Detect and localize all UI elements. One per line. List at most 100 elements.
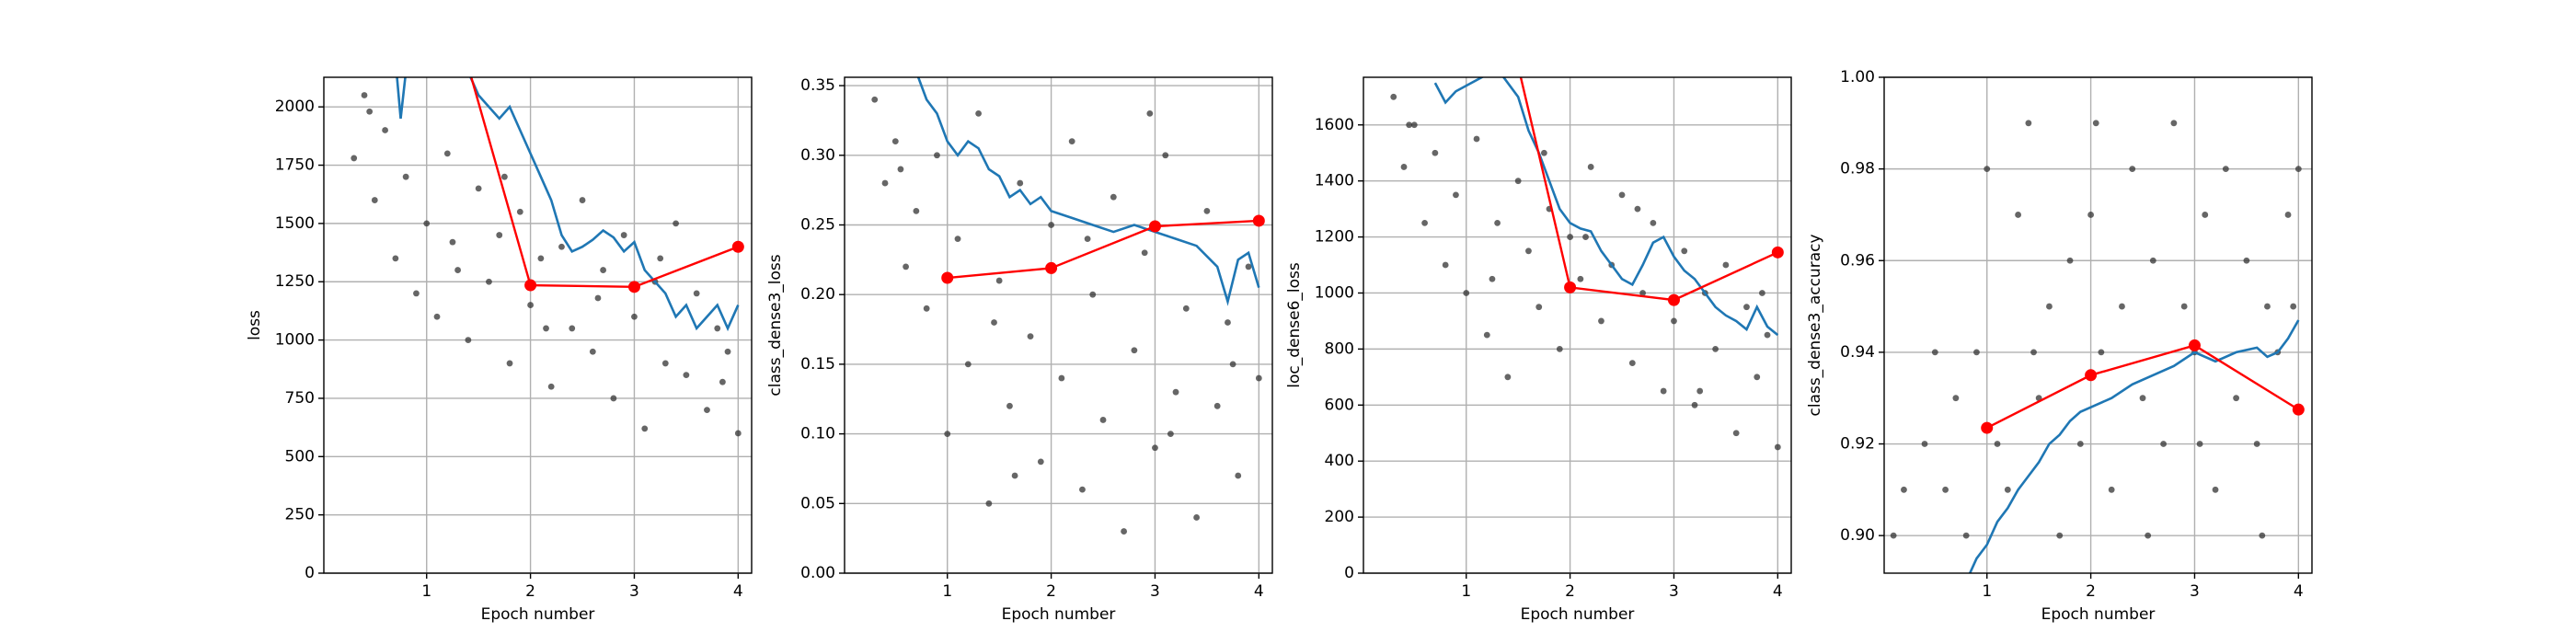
scatter-point bbox=[1577, 275, 1584, 282]
x-tick-label: 2 bbox=[1565, 582, 1575, 601]
scatter-point bbox=[2129, 166, 2136, 173]
scatter-point bbox=[2092, 120, 2099, 127]
scatter-point bbox=[1162, 152, 1169, 159]
scatter-point bbox=[1152, 444, 1158, 452]
x-tick-label: 1 bbox=[1982, 582, 1992, 601]
scatter-point bbox=[1473, 135, 1480, 143]
scatter-point bbox=[361, 92, 368, 98]
scatter-point bbox=[944, 431, 951, 437]
y-tick-label: 2000 bbox=[275, 98, 315, 116]
scatter-point bbox=[985, 500, 993, 507]
scatter-point bbox=[1712, 345, 1719, 352]
scatter-point bbox=[516, 208, 523, 215]
scatter-point bbox=[2160, 441, 2168, 447]
scatter-point bbox=[1068, 138, 1075, 145]
scatter-point bbox=[579, 197, 586, 203]
scatter-point bbox=[2284, 212, 2292, 218]
y-tick-label: 1000 bbox=[1315, 283, 1354, 302]
y-tick-label: 0.10 bbox=[800, 425, 835, 443]
scatter-point bbox=[1628, 360, 1636, 367]
x-axis-label: Epoch number bbox=[481, 605, 595, 624]
scatter-point bbox=[923, 305, 930, 312]
scatter-point bbox=[1006, 402, 1013, 409]
y-tick-label: 0.35 bbox=[800, 76, 835, 95]
scatter-point bbox=[1901, 486, 1907, 493]
x-axis-label: Epoch number bbox=[1002, 605, 1116, 624]
y-tick-label: 600 bbox=[1325, 396, 1354, 414]
y-tick-label: 0.00 bbox=[800, 564, 835, 582]
scatter-point bbox=[413, 290, 420, 297]
scatter-point bbox=[1131, 347, 1138, 354]
scatter-point bbox=[558, 243, 565, 250]
scatter-point bbox=[543, 325, 549, 332]
axes-frame bbox=[1363, 76, 1792, 574]
y-tick-label: 0.92 bbox=[1840, 435, 1875, 454]
scatter-point bbox=[2076, 441, 2084, 447]
scatter-point bbox=[1952, 395, 1960, 402]
subplot: 1 2 3 4 0.90 0.92 0.94 0.96 0.98 1.00 Epoch number… bbox=[1806, 68, 2313, 624]
scatter-point bbox=[661, 360, 669, 367]
scatter-point bbox=[1453, 191, 1459, 199]
series-marker bbox=[1045, 261, 1058, 274]
scatter-point bbox=[657, 255, 664, 262]
scatter-point bbox=[2098, 349, 2105, 356]
scatter-point bbox=[964, 361, 972, 368]
scatter-point bbox=[1743, 304, 1750, 311]
scatter-point bbox=[392, 255, 399, 262]
scatter-point bbox=[589, 348, 596, 355]
scatter-point bbox=[1255, 374, 1262, 382]
scatter-point bbox=[975, 109, 982, 117]
scatter-point bbox=[620, 232, 627, 238]
scatter-point bbox=[1754, 374, 1761, 381]
x-tick-label: 3 bbox=[1150, 582, 1160, 601]
scatter-point bbox=[704, 407, 710, 414]
scatter-point bbox=[500, 173, 508, 180]
scatter-point bbox=[2264, 303, 2271, 310]
scatter-point bbox=[2243, 257, 2250, 264]
y-tick-label: 1000 bbox=[275, 331, 315, 350]
scatter-point bbox=[1406, 121, 1413, 129]
subplot: 1 2 3 4 0 200 400 600 800 1000 1200 1400 1600 Epoch n… bbox=[1285, 76, 1792, 624]
scatter-point bbox=[1442, 261, 1449, 269]
scatter-point bbox=[2290, 303, 2297, 310]
scatter-point bbox=[2046, 303, 2053, 310]
scatter-point bbox=[1193, 514, 1201, 521]
scatter-point bbox=[1650, 219, 1657, 226]
scatter-point bbox=[423, 220, 431, 227]
x-tick-label: 1 bbox=[942, 582, 952, 601]
scatter-point bbox=[2253, 441, 2260, 447]
y-tick-label: 500 bbox=[285, 447, 315, 466]
x-tick-label: 3 bbox=[2190, 582, 2200, 601]
y-tick-label: 0 bbox=[305, 564, 315, 582]
scatter-point bbox=[433, 313, 441, 320]
y-axis-label: loss bbox=[246, 310, 264, 340]
scatter-point bbox=[1504, 374, 1512, 381]
scatter-point bbox=[2004, 486, 2011, 493]
scatter-point bbox=[1587, 164, 1594, 170]
y-tick-label: 750 bbox=[285, 389, 315, 408]
scatter-point bbox=[1463, 290, 1470, 296]
y-tick-label: 1.00 bbox=[1840, 68, 1875, 86]
subplot: 1 2 3 4 0.00 0.05 0.10 0.15 0.20 0.25 0.30 0.35 Epoc… bbox=[766, 76, 1273, 624]
series-marker bbox=[2085, 369, 2098, 382]
axes-frame bbox=[323, 76, 753, 574]
scatter-point bbox=[1058, 374, 1065, 382]
scatter-point bbox=[2108, 486, 2115, 493]
scatter-point bbox=[1890, 532, 1897, 539]
series-marker bbox=[1981, 421, 1994, 434]
x-tick-label: 1 bbox=[1461, 582, 1471, 601]
series-marker bbox=[1252, 214, 1265, 227]
x-axis-label: Epoch number bbox=[2041, 605, 2156, 624]
y-axis-label: loc_dense6_loss bbox=[1285, 262, 1304, 388]
scatter-point bbox=[934, 152, 940, 159]
scatter-point bbox=[673, 220, 680, 227]
x-tick-label: 3 bbox=[1669, 582, 1679, 601]
scatter-point bbox=[897, 166, 904, 173]
scatter-point bbox=[2145, 532, 2152, 539]
axes-frame bbox=[1883, 76, 2313, 574]
scatter-point bbox=[569, 325, 576, 332]
scatter-point bbox=[402, 173, 409, 180]
y-tick-label: 0.90 bbox=[1840, 526, 1875, 545]
scatter-point bbox=[1921, 441, 1928, 447]
scatter-point bbox=[506, 360, 513, 367]
